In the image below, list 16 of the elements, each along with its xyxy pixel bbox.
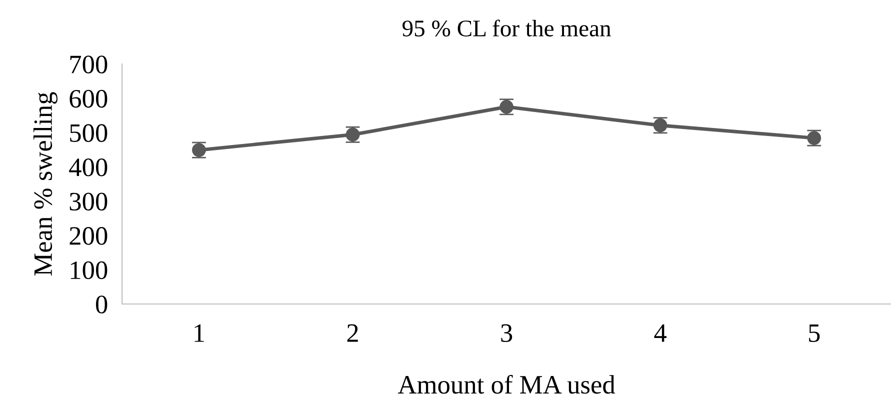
y-tick-label: 100 bbox=[70, 261, 108, 280]
x-axis-title: Amount of MA used bbox=[398, 374, 616, 394]
y-tick-label: 700 bbox=[70, 56, 108, 74]
y-tick-label: 0 bbox=[96, 296, 108, 314]
y-tick-label: 300 bbox=[70, 192, 108, 211]
y-tick-label: 600 bbox=[70, 90, 108, 108]
chart-title: 95 % CL for the mean bbox=[402, 20, 611, 37]
x-tick-label: 1 bbox=[194, 324, 204, 342]
y-axis-title: Mean % swelling bbox=[33, 92, 58, 276]
x-tick-label: 3 bbox=[501, 324, 512, 342]
x-tick-label: 2 bbox=[347, 324, 358, 342]
y-tick-label: 500 bbox=[70, 124, 108, 142]
y-tick-label: 200 bbox=[70, 227, 108, 245]
x-tick-label: 4 bbox=[654, 324, 667, 342]
y-tick-label: 400 bbox=[69, 158, 108, 176]
x-tick-label: 5 bbox=[809, 324, 820, 342]
